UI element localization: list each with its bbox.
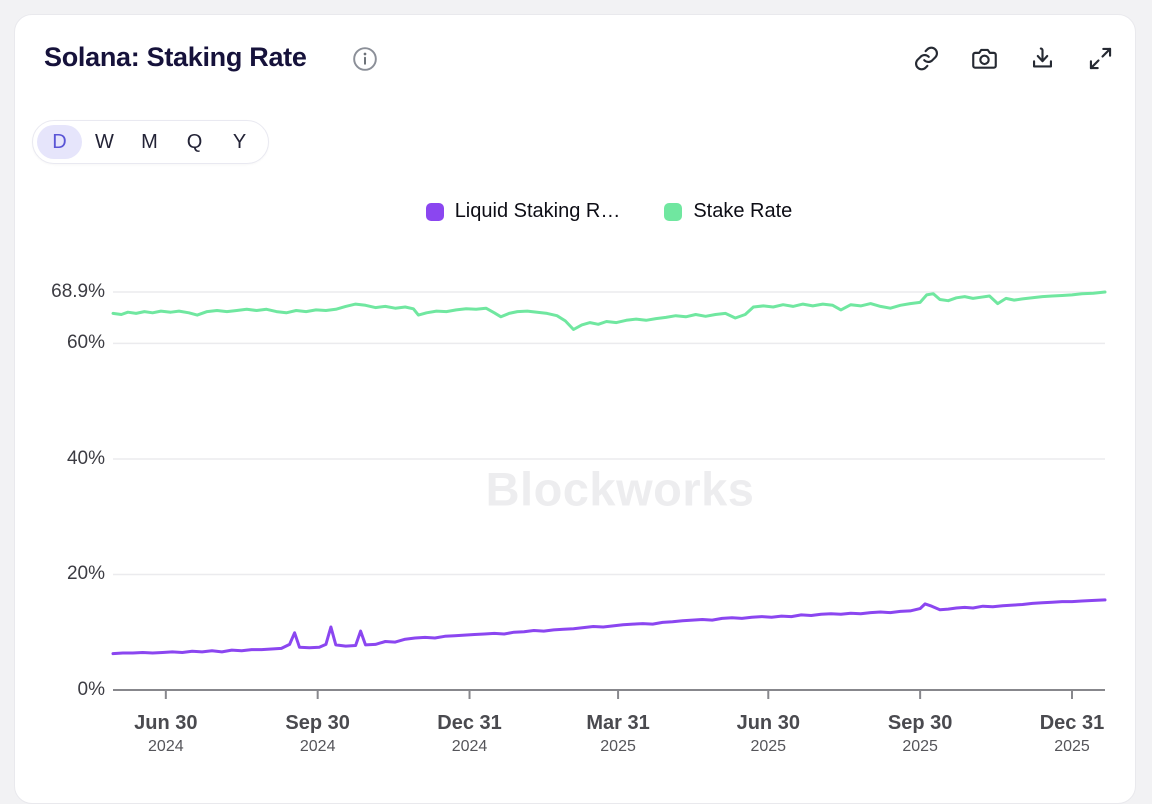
y-axis-label: 40% xyxy=(66,447,105,469)
legend-label: Liquid Staking R… xyxy=(454,200,621,222)
chart-legend: Liquid Staking R… Stake Rate xyxy=(113,200,1105,223)
x-axis-label: Dec 31 2025 xyxy=(1007,712,1137,756)
x-axis-year: 2024 xyxy=(451,738,488,755)
camera-icon xyxy=(972,48,997,69)
x-axis-label: Jun 30 2024 xyxy=(101,712,231,756)
x-axis-year: 2024 xyxy=(148,738,184,755)
x-axis-year: 2025 xyxy=(902,738,938,755)
chart-action-toolbar xyxy=(913,45,1114,72)
x-axis-date: Dec 31 xyxy=(1039,712,1105,734)
info-icon xyxy=(353,47,377,71)
x-axis-label: Mar 31 2025 xyxy=(553,712,683,756)
x-axis-year: 2025 xyxy=(1054,738,1090,755)
page-title: Solana: Staking Rate xyxy=(44,42,307,72)
y-axis-label: 60% xyxy=(66,332,105,354)
link-icon xyxy=(915,46,938,71)
x-axis-date: Sep 30 xyxy=(887,712,953,734)
screenshot-button[interactable] xyxy=(971,45,998,72)
x-axis-date: Mar 31 xyxy=(586,712,650,734)
expand-button[interactable] xyxy=(1087,45,1114,72)
expand-icon xyxy=(1089,47,1112,70)
chart-plot-area[interactable] xyxy=(0,0,1152,782)
x-axis-year: 2025 xyxy=(750,738,787,755)
range-option-monthly[interactable]: M xyxy=(141,130,158,153)
info-button[interactable] xyxy=(352,46,378,72)
stake-rate-swatch-icon xyxy=(664,202,683,221)
x-axis-year: 2024 xyxy=(299,738,336,755)
x-axis-date: Sep 30 xyxy=(285,712,350,734)
copy-link-button[interactable] xyxy=(913,45,940,72)
blockworks-watermark: Blockworks xyxy=(485,462,755,516)
x-axis-year: 2025 xyxy=(600,738,636,755)
legend-label: Stake Rate xyxy=(693,200,793,222)
range-option-quarterly[interactable]: Q xyxy=(186,130,203,153)
series-line-liquid-staking-rate xyxy=(111,598,1107,656)
legend-item-liquid-staking[interactable]: Liquid Staking R… xyxy=(425,200,621,223)
legend-item-stake-rate[interactable]: Stake Rate xyxy=(664,200,792,223)
x-axis-label: Sep 30 2024 xyxy=(253,712,383,756)
range-option-daily[interactable]: D xyxy=(37,125,82,159)
x-axis-label: Sep 30 2025 xyxy=(855,712,985,756)
series-line-stake-rate xyxy=(111,290,1107,331)
range-option-weekly[interactable]: W xyxy=(95,130,114,153)
x-axis-date: Dec 31 xyxy=(437,712,502,734)
y-axis-label: 68.9% xyxy=(51,281,105,302)
y-axis-label: 0% xyxy=(77,679,105,700)
x-axis-label: Jun 30 2025 xyxy=(703,712,833,756)
liquid-staking-swatch-icon xyxy=(425,202,444,221)
download-button[interactable] xyxy=(1029,45,1056,72)
y-axis-label: 20% xyxy=(66,563,105,585)
download-icon xyxy=(1032,47,1053,68)
x-axis-label: Dec 31 2024 xyxy=(405,712,535,756)
x-axis-date: Jun 30 xyxy=(736,712,800,734)
range-selector: D W M Q Y xyxy=(32,120,269,164)
range-option-yearly[interactable]: Y xyxy=(232,130,247,153)
x-axis-date: Jun 30 xyxy=(134,712,198,734)
